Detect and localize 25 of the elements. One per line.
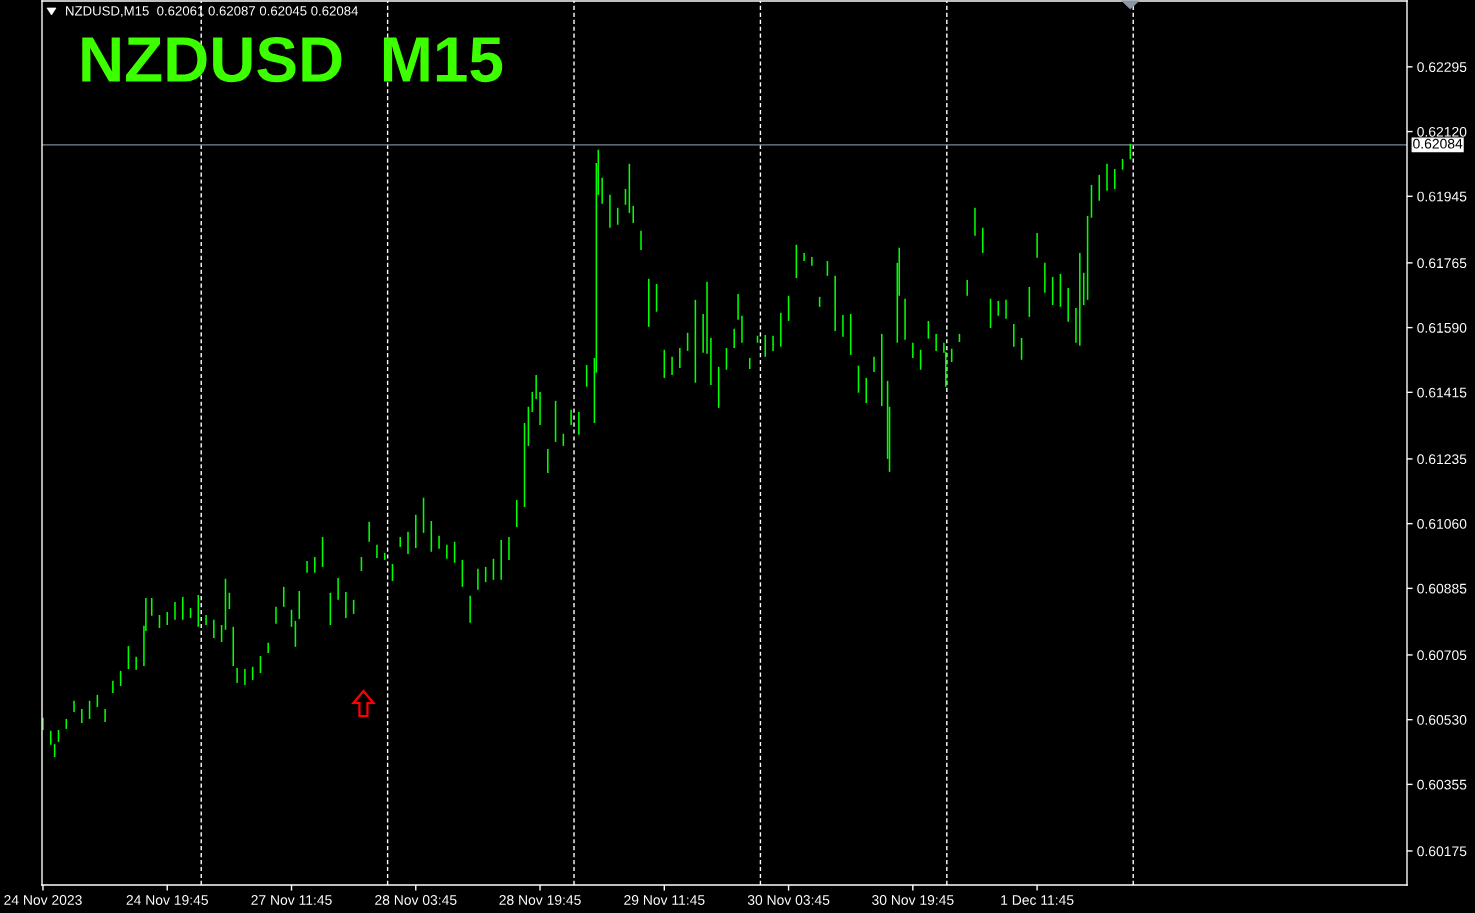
x-tick-label: 28 Nov 03:45 (375, 895, 457, 905)
y-tick-label: 0.61945 (1417, 191, 1467, 202)
x-tick-label: 30 Nov 19:45 (872, 895, 954, 905)
chart-title: NZDUSD M15 (82, 36, 503, 83)
x-tick-label: 27 Nov 11:45 (251, 895, 332, 905)
y-tick-label: 0.61060 (1417, 518, 1467, 529)
x-tick-label: 24 Nov 19:45 (126, 895, 208, 905)
y-tick-label: 0.60705 (1417, 650, 1467, 661)
y-tick-label: 0.60530 (1417, 715, 1467, 725)
y-tick-label: 0.61415 (1417, 387, 1467, 398)
y-tick-label: 0.62120 (1417, 126, 1467, 137)
y-tick-label: 0.61235 (1417, 454, 1467, 465)
chart-subtitle: NZDUSD,M15 0.62061 0.62087 0.62045 0.62084 (66, 6, 359, 18)
x-tick-label: 29 Nov 11:45 (624, 895, 705, 905)
y-tick-label: 0.60885 (1417, 583, 1467, 594)
y-tick-label: 0.60175 (1417, 846, 1467, 857)
x-tick-label: 24 Nov 2023 (4, 895, 82, 905)
ref-line-label: 0.62084 (1413, 138, 1463, 149)
y-tick-label: 0.61590 (1417, 322, 1467, 333)
y-tick-label: 0.61765 (1417, 258, 1467, 269)
y-tick-label: 0.62295 (1417, 62, 1467, 73)
x-tick-label: 30 Nov 03:45 (747, 895, 830, 905)
x-tick-label: 1 Dec 11:45 (1001, 895, 1074, 905)
y-tick-label: 0.60355 (1417, 779, 1467, 790)
x-tick-label: 28 Nov 19:45 (499, 895, 581, 905)
